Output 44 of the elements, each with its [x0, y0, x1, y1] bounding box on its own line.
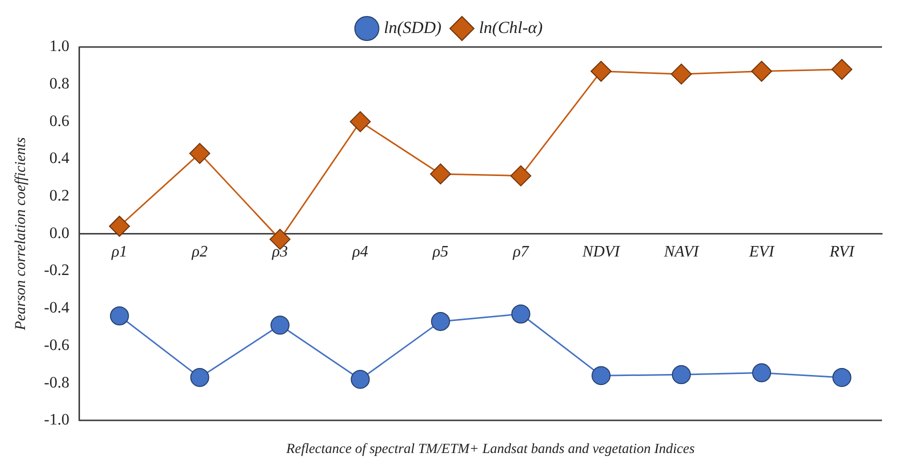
point	[510, 165, 532, 186]
point	[590, 60, 612, 82]
point	[189, 142, 210, 164]
point	[350, 111, 371, 132]
y-tick-label: 0.6	[49, 112, 70, 130]
y-tick-label: 0.0	[49, 224, 70, 242]
point	[431, 312, 450, 331]
y-tick-label: 1.0	[49, 38, 70, 56]
y-tick-label: -0.8	[44, 374, 70, 392]
point	[832, 368, 852, 387]
y-tick-label: -1.0	[44, 412, 70, 429]
y-tick-label: 0.4	[49, 150, 70, 168]
point	[110, 306, 129, 326]
point	[270, 316, 290, 335]
legend-label: ln(Chl-α)	[478, 18, 543, 37]
point	[672, 365, 691, 384]
x-tick-label: ρ5	[432, 244, 448, 261]
point	[350, 370, 370, 389]
point	[592, 366, 611, 386]
point	[752, 363, 772, 382]
x-tick-label: RVI	[828, 244, 855, 261]
point	[430, 163, 452, 184]
x-axis-title: Reflectance of spectral TM/ETM+ Landsat bands and vegetation Indices	[285, 441, 696, 459]
point	[751, 60, 772, 82]
y-tick-label: -0.4	[44, 300, 70, 317]
point	[511, 304, 530, 324]
legend-label: ln(SDD)	[384, 18, 442, 37]
x-tick-label: ρ7	[512, 244, 530, 261]
x-tick-label: ρ2	[190, 244, 208, 261]
point	[190, 368, 210, 387]
y-axis-title: Pearson correlation coefficients	[12, 137, 29, 332]
x-tick-label: ρ1	[110, 244, 128, 261]
point	[831, 58, 852, 80]
x-tick-label: ρ4	[351, 244, 368, 261]
point	[108, 216, 130, 237]
y-tick-label: 0.8	[49, 76, 70, 93]
x-tick-label: NAVI	[662, 244, 700, 261]
y-tick-label: -0.6	[44, 336, 70, 354]
x-tick-label: EVI	[748, 244, 775, 261]
y-tick-label: -0.2	[44, 262, 70, 280]
y-tick-label: 0.2	[49, 188, 70, 205]
x-tick-label: ρ3	[271, 244, 288, 261]
x-tick-label: NDVI	[581, 244, 620, 261]
point	[670, 64, 692, 85]
